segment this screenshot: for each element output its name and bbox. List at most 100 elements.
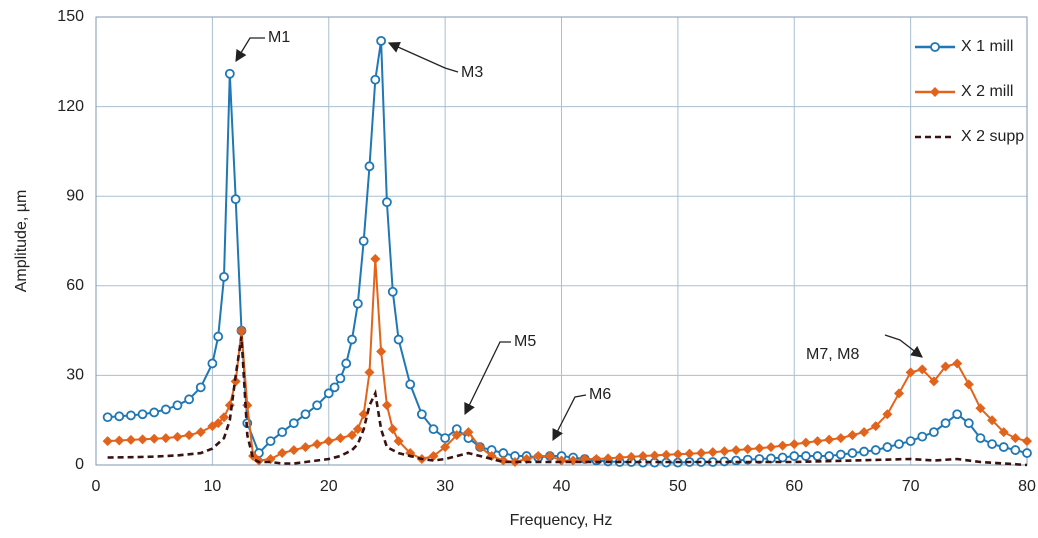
x-tick-label: 0 [92, 478, 101, 495]
point [393, 334, 404, 345]
point [975, 433, 986, 444]
point [312, 400, 323, 411]
series [107, 336, 1028, 467]
point [789, 451, 800, 461]
x-tick-label: 10 [203, 478, 221, 495]
point [905, 436, 916, 447]
point [393, 436, 404, 447]
point [213, 418, 224, 429]
point [126, 410, 136, 421]
point [300, 442, 311, 453]
point [835, 449, 846, 460]
point [440, 433, 451, 444]
point [242, 400, 253, 411]
point [649, 450, 660, 461]
y-tick-label: 90 [66, 187, 84, 204]
point [125, 434, 136, 445]
y-tick-label: 60 [66, 277, 84, 294]
point [102, 412, 113, 423]
point [172, 400, 183, 411]
point [800, 437, 811, 448]
point [352, 298, 363, 309]
point [812, 451, 823, 461]
point [213, 331, 224, 342]
point [882, 409, 893, 420]
point [160, 433, 171, 444]
point [1010, 433, 1021, 444]
point [341, 358, 352, 369]
point [387, 424, 398, 435]
point [719, 446, 730, 457]
point [731, 445, 742, 456]
point [137, 409, 148, 420]
point [952, 409, 963, 420]
point [184, 394, 195, 405]
point [277, 427, 288, 438]
point [998, 442, 1009, 452]
point [184, 430, 195, 441]
point [870, 445, 881, 455]
point [277, 448, 288, 459]
point [102, 436, 113, 447]
point [405, 379, 416, 390]
point [114, 435, 125, 446]
point [847, 448, 858, 458]
point [1022, 448, 1032, 458]
point [824, 434, 835, 445]
point [940, 418, 951, 429]
point [428, 424, 439, 435]
point [358, 236, 369, 246]
point [929, 427, 939, 438]
point [376, 346, 387, 357]
point [835, 433, 846, 444]
y-axis-label: Amplitude, µm [13, 190, 30, 293]
legend-marker [930, 87, 940, 97]
point [544, 451, 555, 462]
point [684, 448, 695, 459]
point [975, 403, 986, 414]
point [195, 427, 206, 438]
point [475, 442, 486, 453]
annotation-arrow [464, 341, 511, 416]
point [114, 411, 125, 422]
y-tick-label: 120 [57, 98, 84, 115]
point [789, 439, 800, 450]
point [696, 448, 707, 459]
point [987, 439, 997, 449]
annotation-arrow [235, 37, 265, 62]
legend-marker [930, 42, 940, 52]
point [800, 451, 811, 461]
point [451, 430, 462, 441]
point [882, 442, 893, 452]
point [207, 358, 218, 369]
series-line [107, 40, 1028, 464]
x-tick-label: 20 [320, 478, 338, 495]
point [364, 367, 375, 378]
point [364, 161, 375, 172]
point [533, 451, 544, 462]
point [376, 35, 387, 46]
point [382, 197, 392, 208]
point [637, 451, 648, 462]
point [381, 400, 392, 411]
legend-label: X 2 mill [961, 83, 1013, 100]
point [661, 449, 672, 460]
point [824, 451, 835, 461]
point [236, 325, 247, 336]
point [963, 418, 974, 429]
point [731, 455, 741, 466]
point [812, 436, 823, 447]
point [847, 430, 858, 441]
point [300, 409, 311, 420]
x-tick-label: 60 [785, 478, 803, 495]
point [754, 443, 765, 454]
point [1010, 445, 1021, 455]
point [998, 427, 1009, 438]
x-tick-label: 50 [669, 478, 687, 495]
y-tick-label: 0 [75, 456, 84, 473]
point [253, 455, 264, 466]
point [859, 427, 870, 438]
point [905, 367, 916, 378]
point [329, 382, 340, 393]
point [859, 446, 869, 457]
